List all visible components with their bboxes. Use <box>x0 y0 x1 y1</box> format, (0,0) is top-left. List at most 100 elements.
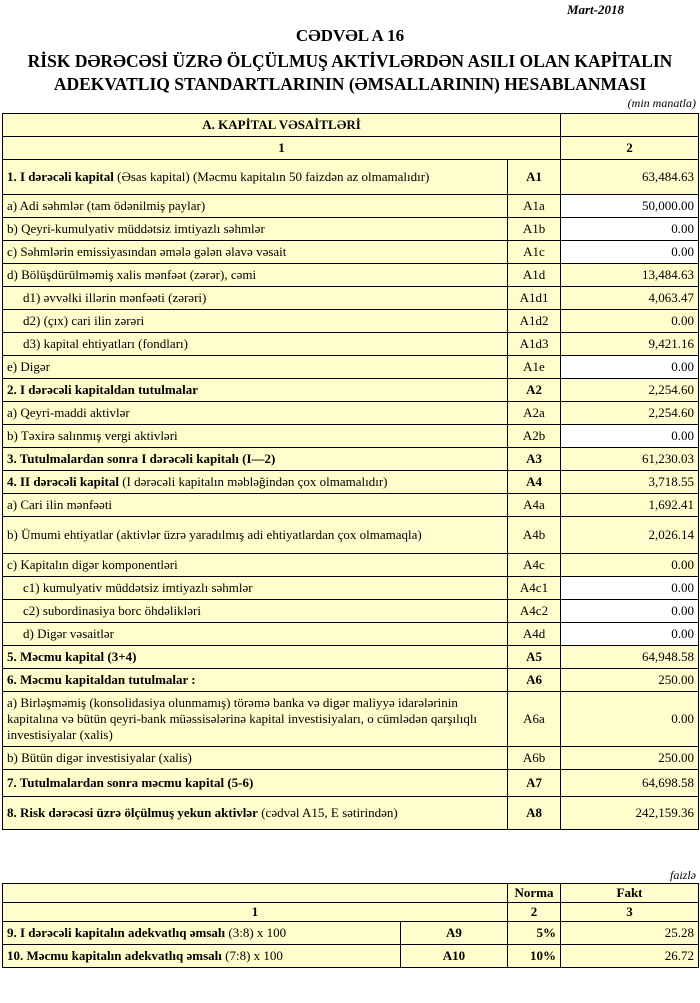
ratio-table: Norma Fakt 1 2 3 9. I dərəcəli kapitalın… <box>2 883 699 968</box>
row-value: 64,698.58 <box>560 769 700 797</box>
table-row: 8. Risk dərəcəsi üzrə ölçülmuş yekun akt… <box>2 796 700 830</box>
row-value: 64,948.58 <box>560 645 700 669</box>
row-label: 8. Risk dərəcəsi üzrə ölçülmuş yekun akt… <box>2 796 508 830</box>
row-label: c) Kapitalın digər komponentləri <box>2 553 508 577</box>
row-label: d2) (çıx) cari ilin zərəri <box>2 309 508 333</box>
row-value: 0.00 <box>560 553 700 577</box>
row-label-text: b) Ümumi ehtiyatlar (aktivlər üzrə yarad… <box>7 527 422 542</box>
table-title: CƏDVƏL A 16 <box>295 26 405 45</box>
row-label-bold: 8. Risk dərəcəsi üzrə ölçülmuş yekun akt… <box>7 805 258 820</box>
row-code: A7 <box>506 769 562 797</box>
table-row: 2. I dərəcəli kapitaldan tutulmalar A2 2… <box>2 378 700 402</box>
ratio-code: A10 <box>400 944 508 968</box>
table-row: b) Təxirə salınmış vergi aktivləri A2b 0… <box>2 424 700 448</box>
table-row: a) Birləşməmiş (konsolidasiya olunmamış)… <box>2 691 700 747</box>
row-label-text: (cədvəl A15, E sətirindən) <box>257 805 398 820</box>
row-value: 242,159.36 <box>560 796 700 830</box>
row-label: a) Adi səhmlər (tam ödənilmiş paylar) <box>2 194 508 218</box>
ratio-fakt: 25.28 <box>560 921 699 945</box>
row-value: 0.00 <box>560 424 700 448</box>
row-value: 250.00 <box>560 668 700 692</box>
row-value: 0.00 <box>560 355 700 379</box>
row-label: 7. Tutulmalardan sonra məcmu kapital (5-… <box>2 769 508 797</box>
row-value: 2,254.60 <box>560 401 700 425</box>
subtitle-line-1: RİSK DƏRƏCƏSİ ÜZRƏ ÖLÇÜLMUŞ AKTİVLƏRDƏN … <box>27 51 673 71</box>
subtitle-line-2: ADEKVATLIQ STANDARTLARININ (ƏMSALLARININ… <box>53 74 647 94</box>
row-value: 0.00 <box>560 622 700 646</box>
row-code: A2a <box>506 401 562 425</box>
ratio-row: 10. Məcmu kapitalın adekvatlıq əmsalı (7… <box>2 944 699 968</box>
row-code: A6a <box>506 691 562 747</box>
ratio-norma: 5% <box>507 921 561 945</box>
ratio-label: 10. Məcmu kapitalın adekvatlıq əmsalı (7… <box>2 944 401 968</box>
ratio-label-bold: 10. Məcmu kapitalın adekvatlıq əmsalı <box>7 948 222 963</box>
row-code: A1c <box>506 240 562 264</box>
row-label: a) Qeyri-maddi aktivlər <box>2 401 508 425</box>
row-value: 0.00 <box>560 240 700 264</box>
row-label-text: d1) əvvəlki illərin mənfəəti (zərəri) <box>23 290 207 305</box>
row-label-text: c1) kumulyativ müddətsiz imtiyazlı səhml… <box>23 580 253 595</box>
row-label: 3. Tutulmalardan sonra I dərəcəli kapita… <box>2 447 508 471</box>
row-code: A1d1 <box>506 286 562 310</box>
table-row: b) Bütün digər investisiyalar (xalis) A6… <box>2 746 700 770</box>
row-label: 2. I dərəcəli kapitaldan tutulmalar <box>2 378 508 402</box>
table-row: c1) kumulyativ müddətsiz imtiyazlı səhml… <box>2 576 700 600</box>
capital-table: A. KAPİTAL VƏSAİTLƏRİ 1 2 1. I dərəcəli … <box>1 113 700 830</box>
table-row: d3) kapital ehtiyatları (fondları) A1d3 … <box>2 332 700 356</box>
header-empty-cell <box>560 113 700 137</box>
row-label-text: (I dərəcəli kapitalın məbləğindən çox ol… <box>118 474 388 489</box>
row-label: d) Bölüşdürülməmiş xalis mənfəət (zərər)… <box>2 263 508 287</box>
row-value: 250.00 <box>560 746 700 770</box>
ratio-col-3: 3 <box>560 902 699 922</box>
row-label: a) Cari ilin mənfəəti <box>2 493 508 517</box>
row-code: A3 <box>506 447 562 471</box>
row-label: 4. II dərəcəli kapital (I dərəcəli kapit… <box>2 470 508 494</box>
row-label-text: c) Səhmlərin emissiyasından əmələ gələn … <box>7 244 287 259</box>
ratio-label: 9. I dərəcəli kapitalın adekvatlıq əmsal… <box>2 921 401 945</box>
row-code: A4c1 <box>506 576 562 600</box>
row-label: c1) kumulyativ müddətsiz imtiyazlı səhml… <box>2 576 508 600</box>
row-label-text: d3) kapital ehtiyatları (fondları) <box>23 336 188 351</box>
row-code: A6 <box>506 668 562 692</box>
row-label-text: d) Bölüşdürülməmiş xalis mənfəət (zərər)… <box>7 267 257 282</box>
ratio-header-empty <box>2 883 508 903</box>
row-label-text: (Əsas kapital) (Məcmu kapitalın 50 faizd… <box>113 169 430 184</box>
table-row: e) Digər A1e 0.00 <box>2 355 700 379</box>
row-code: A4d <box>506 622 562 646</box>
row-code: A5 <box>506 645 562 669</box>
table-row: b) Qeyri-kumulyativ müddətsiz imtiyazlı … <box>2 217 700 241</box>
row-value: 13,484.63 <box>560 263 700 287</box>
row-code: A1b <box>506 217 562 241</box>
row-label: d1) əvvəlki illərin mənfəəti (zərəri) <box>2 286 508 310</box>
row-label-bold: 7. Tutulmalardan sonra məcmu kapital (5-… <box>7 775 254 790</box>
row-label: 1. I dərəcəli kapital (Əsas kapital) (Mə… <box>2 159 508 195</box>
row-label-bold: 5. Məcmu kapital (3+4) <box>7 649 137 664</box>
row-value: 9,421.16 <box>560 332 700 356</box>
row-code: A4b <box>506 516 562 554</box>
table-subtitle: RİSK DƏRƏCƏSİ ÜZRƏ ÖLÇÜLMUŞ AKTİVLƏRDƏN … <box>0 50 700 96</box>
row-code: A1e <box>506 355 562 379</box>
table-row: a) Qeyri-maddi aktivlər A2a 2,254.60 <box>2 401 700 425</box>
row-code: A4c <box>506 553 562 577</box>
row-label-text: a) Cari ilin mənfəəti <box>7 497 113 512</box>
row-value: 0.00 <box>560 691 700 747</box>
row-code: A1 <box>506 159 562 195</box>
row-label-text: a) Birləşməmiş (konsolidasiya olunmamış)… <box>7 695 478 742</box>
row-code: A1d <box>506 263 562 287</box>
table-row: 3. Tutulmalardan sonra I dərəcəli kapita… <box>2 447 700 471</box>
row-value: 2,254.60 <box>560 378 700 402</box>
ratio-fakt: 26.72 <box>560 944 699 968</box>
row-label-text: b) Təxirə salınmış vergi aktivləri <box>7 428 178 443</box>
row-value: 1,692.41 <box>560 493 700 517</box>
row-label-text: e) Digər <box>7 359 50 374</box>
row-label-text: a) Adi səhmlər (tam ödənilmiş paylar) <box>7 198 206 213</box>
row-value: 0.00 <box>560 217 700 241</box>
row-value: 2,026.14 <box>560 516 700 554</box>
table-row: c) Kapitalın digər komponentləri A4c 0.0… <box>2 553 700 577</box>
ratio-label-text: (3:8) x 100 <box>225 925 287 940</box>
row-code: A4 <box>506 470 562 494</box>
ratio-header-row: Norma Fakt <box>2 883 699 903</box>
unit-label-percent: faizlə <box>670 868 696 882</box>
row-label-text: b) Qeyri-kumulyativ müddətsiz imtiyazlı … <box>7 221 265 236</box>
table-row: 4. II dərəcəli kapital (I dərəcəli kapit… <box>2 470 700 494</box>
